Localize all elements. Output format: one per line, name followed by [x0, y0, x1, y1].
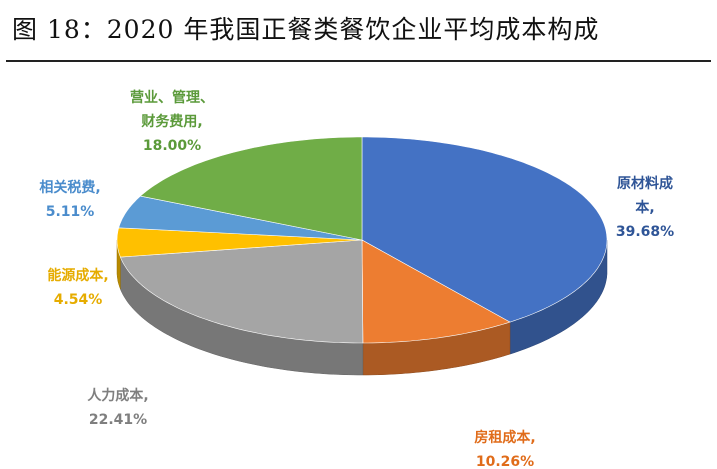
label-value: 4.54% [53, 292, 103, 308]
title-rule [6, 60, 711, 62]
label-category: 人力成本, [87, 388, 149, 404]
label-value: 22.41% [88, 412, 148, 428]
pie-slice [118, 195, 363, 241]
pie-sides [116, 240, 608, 376]
label-category: 营业、管理、财务费用, [130, 90, 214, 130]
data-label: 营业、管理、财务费用, 18.00% [126, 86, 218, 158]
label-value: 5.11% [45, 204, 95, 220]
pie-slice [116, 227, 363, 258]
label-value: 39.68% [615, 224, 675, 240]
data-label: 人力成本, 22.41% [87, 384, 148, 432]
data-label: 相关税费, 5.11% [39, 176, 100, 224]
label-category: 相关税费, [39, 180, 101, 196]
label-category: 原材料成本, [617, 176, 673, 216]
data-label: 原材料成本, 39.68% [609, 172, 681, 244]
pie-slice [139, 136, 363, 241]
pie-slice [361, 136, 608, 323]
data-label: 能源成本, 4.54% [47, 264, 108, 312]
label-category: 能源成本, [47, 268, 109, 284]
data-label: 房租成本, 10.26% [474, 426, 535, 469]
pie-slice [119, 239, 364, 344]
label-value: 18.00% [142, 138, 202, 154]
label-value: 10.26% [475, 454, 535, 469]
pie-tops [116, 136, 608, 344]
label-category: 房租成本, [474, 430, 536, 446]
pie-slice [361, 239, 511, 344]
chart-title: 图 18：2020 年我国正餐类餐饮企业平均成本构成 [12, 15, 600, 44]
